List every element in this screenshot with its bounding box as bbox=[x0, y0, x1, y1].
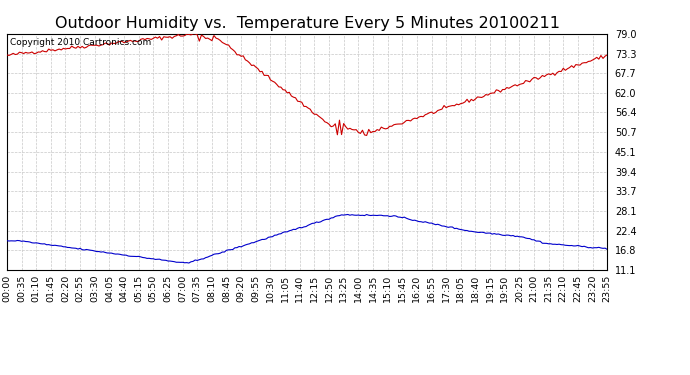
Title: Outdoor Humidity vs.  Temperature Every 5 Minutes 20100211: Outdoor Humidity vs. Temperature Every 5… bbox=[55, 16, 560, 31]
Text: Copyright 2010 Cartronics.com: Copyright 2010 Cartronics.com bbox=[10, 39, 151, 48]
